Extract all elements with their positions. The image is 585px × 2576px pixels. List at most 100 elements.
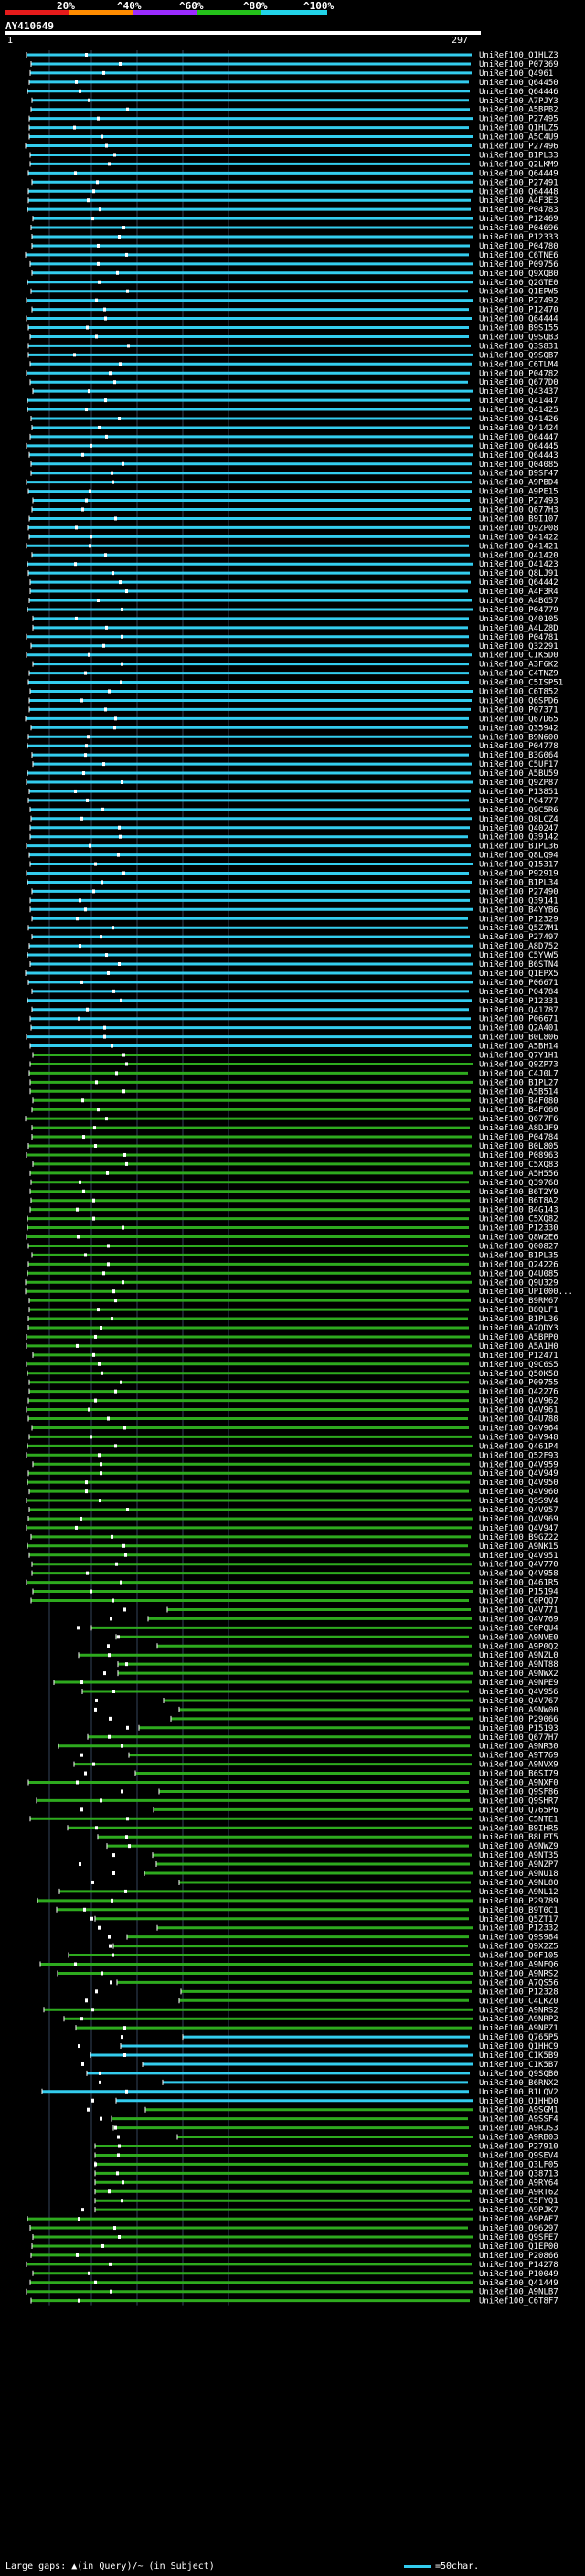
hit-label[interactable]: UniRef100_Q9SF86 [479,1787,558,1797]
hit-label[interactable]: UniRef100_A5H556 [479,1170,558,1179]
hit-label[interactable]: UniRef100_Q9ZP87 [479,779,558,788]
hit-row[interactable]: UniRef100_A9NZL0 [78,1651,558,1660]
hit-row[interactable]: UniRef100_Q1EPX5 [25,970,558,979]
hit-label[interactable]: UniRef100_P04783 [479,206,558,215]
hit-row[interactable]: UniRef100_Q4V950 [27,1479,558,1488]
hit-row[interactable]: UniRef100_A9RT62 [94,2188,558,2197]
hit-label[interactable]: UniRef100_Q41423 [479,560,558,569]
hit-row[interactable]: UniRef100_B9GZ22 [30,1533,558,1542]
hit-label[interactable]: UniRef100_Q8LJ91 [479,569,558,578]
hit-row[interactable]: UniRef100_Q3S831 [27,342,558,351]
hit-label[interactable]: UniRef100_Q1EP00 [479,2242,558,2252]
hit-row[interactable]: UniRef100_Q1HHC9 [78,2042,558,2051]
hit-label[interactable]: UniRef100_P27910 [479,2143,558,2152]
hit-row[interactable]: UniRef100_Q4V959 [32,1460,558,1469]
hit-row[interactable]: UniRef100_Q15317 [29,861,558,870]
hit-row[interactable]: UniRef100_Q64444 [26,315,558,324]
hit-row[interactable]: UniRef100_C4J0L7 [28,1069,558,1078]
hit-label[interactable]: UniRef100_A9NW00 [479,1706,558,1715]
hit-label[interactable]: UniRef100_Q00827 [479,1242,558,1251]
hit-label[interactable]: UniRef100_A5BH14 [479,1043,558,1052]
hit-row[interactable]: UniRef100_P12471 [32,1352,558,1361]
hit-row[interactable]: UniRef100_B6SI79 [84,1770,558,1779]
hit-row[interactable]: UniRef100_A7QS56 [110,1978,558,1988]
hit-label[interactable]: UniRef100_B6T8A2 [479,1197,558,1206]
hit-label[interactable]: UniRef100_A9SGM1 [479,2106,558,2115]
hit-label[interactable]: UniRef100_B6RNX2 [479,2079,558,2088]
hit-row[interactable]: UniRef100_C5XQ83 [32,1161,558,1170]
hit-row[interactable]: UniRef100_Q3LF05 [94,2160,558,2169]
hit-label[interactable]: UniRef100_A9NPZ1 [479,2024,558,2033]
hit-row[interactable]: UniRef100_P15194 [32,1588,558,1597]
hit-label[interactable]: UniRef100_B4YYB6 [479,906,558,915]
hit-label[interactable]: UniRef100_A9NRS2 [479,1969,558,1978]
hit-label[interactable]: UniRef100_C5NTE1 [479,1815,558,1824]
hit-row[interactable]: UniRef100_Q9U329 [25,1278,558,1288]
hit-row[interactable]: UniRef100_P27495 [28,115,558,124]
hit-label[interactable]: UniRef100_Q4U788 [479,1415,558,1425]
hit-row[interactable]: UniRef100_P14278 [26,2261,558,2270]
hit-label[interactable]: UniRef100_Q9SQB7 [479,351,558,360]
hit-label[interactable]: UniRef100_A9RT62 [479,2188,558,2197]
hit-label[interactable]: UniRef100_Q64442 [479,578,558,588]
hit-row[interactable]: UniRef100_Q4V767 [95,1697,558,1706]
hit-label[interactable]: UniRef100_Q64448 [479,187,558,196]
hit-label[interactable]: UniRef100_A5BPB2 [479,106,558,115]
hit-label[interactable]: UniRef100_A8D752 [479,942,558,951]
hit-row[interactable]: UniRef100_P04782 [26,369,558,378]
hit-label[interactable]: UniRef100_P06671 [479,1015,558,1024]
hit-row[interactable]: UniRef100_Q9C6S5 [26,1361,558,1370]
hit-row[interactable]: UniRef100_Q9SF86 [121,1787,558,1797]
hit-label[interactable]: UniRef100_A5A1H0 [479,1342,558,1352]
hit-row[interactable]: UniRef100_Q1HLZ5 [28,124,558,133]
hit-label[interactable]: UniRef100_Q96297 [479,2224,558,2233]
hit-row[interactable]: UniRef100_Q4V958 [31,1570,558,1579]
hit-row[interactable]: UniRef100_P12329 [31,915,558,924]
hit-label[interactable]: UniRef100_P29066 [479,1715,558,1724]
hit-row[interactable]: UniRef100_Q40105 [32,615,558,624]
hit-row[interactable]: UniRef100_Q6SPD6 [28,696,558,705]
hit-label[interactable]: UniRef100_A3F6K2 [479,661,558,670]
hit-row[interactable]: UniRef100_Q41787 [31,1006,558,1015]
hit-label[interactable]: UniRef100_C0PQU4 [479,1624,558,1633]
hit-label[interactable]: UniRef100_P08963 [479,1151,558,1161]
hit-row[interactable]: UniRef100_P10049 [32,2270,558,2279]
hit-row[interactable]: UniRef100_C1K5B9 [90,2051,558,2061]
hit-label[interactable]: UniRef100_P09756 [479,260,558,270]
hit-label[interactable]: UniRef100_P27491 [479,178,558,187]
hit-label[interactable]: UniRef100_Q9X2Z5 [479,1943,558,1952]
hit-label[interactable]: UniRef100_Q4961 [479,69,553,79]
hit-row[interactable]: UniRef100_A9SSF4 [100,2115,558,2125]
hit-row[interactable]: UniRef100_B4YYB6 [29,906,558,915]
hit-label[interactable]: UniRef100_B9S155 [479,324,558,334]
hit-row[interactable]: UniRef100_A9NL12 [58,1888,558,1897]
hit-label[interactable]: UniRef100_A9NZL0 [479,1651,558,1660]
hit-row[interactable]: UniRef100_Q32291 [30,642,558,652]
hit-row[interactable]: UniRef100_C1K5B7 [81,2061,558,2070]
hit-label[interactable]: UniRef100_P15193 [479,1724,558,1733]
hit-row[interactable]: UniRef100_A9NVE0 [115,1633,558,1642]
hit-row[interactable]: UniRef100_C5NTE1 [29,1815,558,1824]
hit-label[interactable]: UniRef100_P27495 [479,115,558,124]
hit-label[interactable]: UniRef100_Q3LF05 [479,2160,558,2169]
hit-row[interactable]: UniRef100_Q765P6 [80,1806,558,1815]
hit-row[interactable]: UniRef100_A5BH14 [29,1043,558,1052]
hit-row[interactable]: UniRef100_A9RY64 [94,2178,558,2188]
hit-row[interactable]: UniRef100_P04781 [26,633,558,642]
hit-row[interactable]: UniRef100_A9NLB7 [26,2288,558,2297]
hit-row[interactable]: UniRef100_C5ISP51 [27,679,563,688]
hit-label[interactable]: UniRef100_P04696 [479,224,558,233]
hit-label[interactable]: UniRef100_Q4V771 [479,1606,558,1615]
hit-row[interactable]: UniRef100_A4F3R4 [29,588,558,597]
hit-label[interactable]: UniRef100_B3G064 [479,751,558,760]
hit-label[interactable]: UniRef100_Q43437 [479,387,558,397]
hit-row[interactable]: UniRef100_A9SGM1 [87,2106,558,2115]
hit-label[interactable]: UniRef100_Q4V949 [479,1469,558,1479]
hit-label[interactable]: UniRef100_A8DJF9 [479,1124,558,1133]
hit-label[interactable]: UniRef100_B0L806 [479,1034,558,1043]
hit-label[interactable]: UniRef100_Q40105 [479,615,558,624]
hit-row[interactable]: UniRef100_A4BG57 [28,597,558,606]
hit-row[interactable]: UniRef100_Q7Y1H1 [32,1052,558,1061]
hit-row[interactable]: UniRef100_Q9SQB7 [27,351,558,360]
hit-label[interactable]: UniRef100_B9IHR5 [479,1824,558,1833]
